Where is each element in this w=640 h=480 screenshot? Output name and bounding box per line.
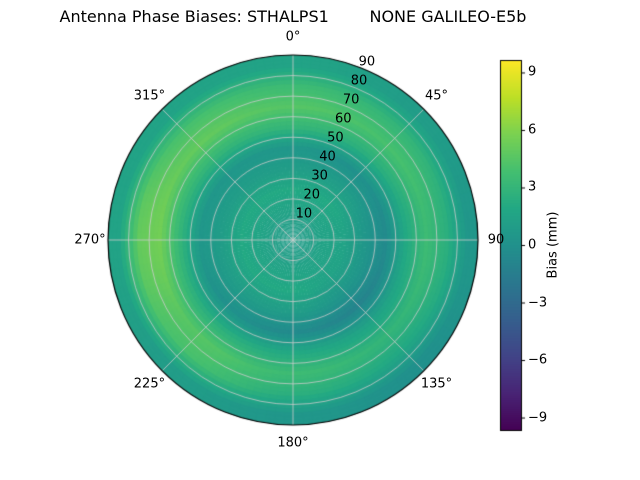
- colorbar-tick--3: −3: [528, 295, 548, 310]
- angle-label-135: 135°: [420, 376, 453, 392]
- radial-label-40: 40: [319, 149, 336, 165]
- colorbar-tick-3: 3: [528, 179, 537, 195]
- angle-label-90: 90: [487, 232, 505, 248]
- colorbar-tick-6: 6: [528, 122, 537, 138]
- angle-label-270: 270°: [74, 232, 106, 248]
- colorbar-tick--6: −6: [528, 352, 548, 368]
- colorbar-axis-label: Bias (mm): [545, 211, 561, 279]
- radial-label-60: 60: [334, 111, 352, 127]
- colorbar-tick-9: 9: [528, 64, 537, 80]
- angle-label-0: 0°: [285, 29, 301, 45]
- radial-label-10: 10: [295, 206, 313, 222]
- radial-label-70: 70: [342, 92, 360, 108]
- radial-label-30: 30: [311, 168, 328, 184]
- colorbar-tick-0: 0: [528, 237, 537, 253]
- angle-label-315: 315°: [133, 88, 166, 104]
- radial-label-90: 90: [358, 54, 376, 70]
- radial-label-80: 80: [350, 73, 368, 89]
- chart-title: Antenna Phase Biases: STHALPS1 NONE GALI…: [59, 7, 527, 26]
- radial-label-20: 20: [303, 187, 321, 203]
- radial-label-50: 50: [327, 130, 344, 146]
- colorbar-tick--9: −9: [528, 410, 548, 426]
- angle-label-225: 225°: [133, 376, 166, 392]
- angle-label-180: 180°: [277, 435, 309, 451]
- angle-label-45: 45°: [425, 88, 449, 104]
